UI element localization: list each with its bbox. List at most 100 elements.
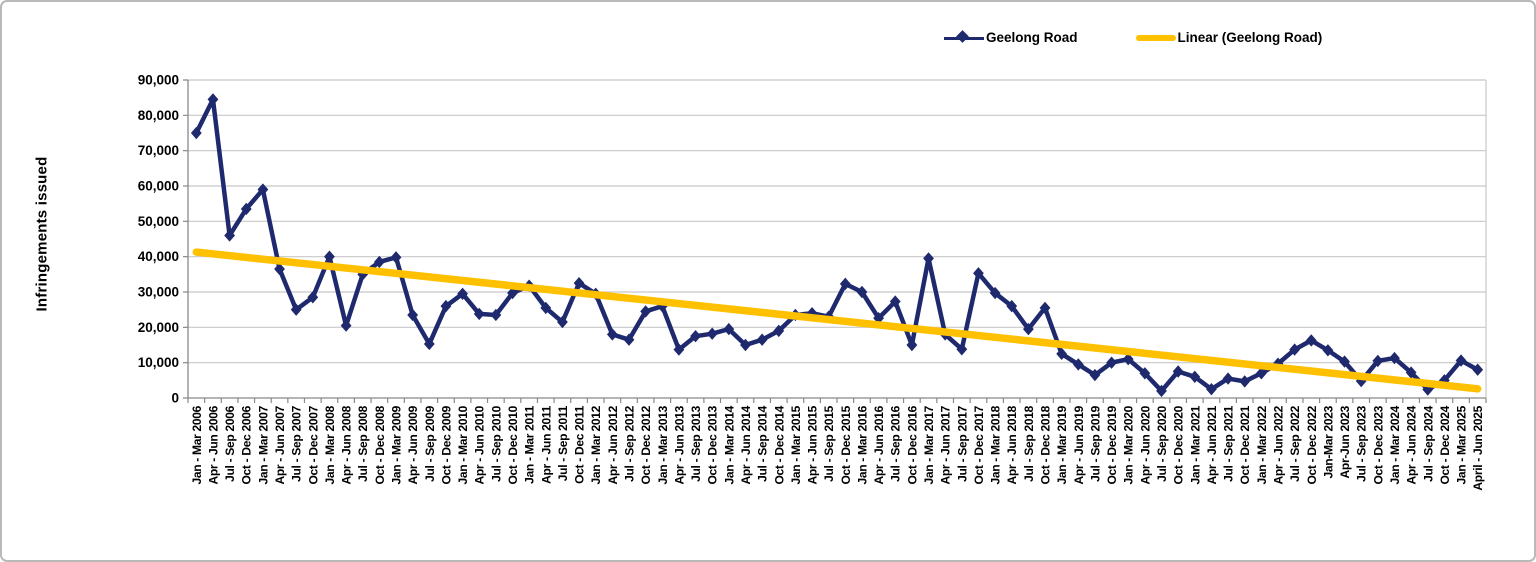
data-point-marker: [1289, 343, 1301, 356]
x-axis-label: Apr - Jun 2022: [1271, 405, 1285, 484]
data-point-marker: [340, 319, 352, 332]
legend: Geelong Road Linear (Geelong Road): [944, 29, 1323, 45]
data-point-marker: [906, 338, 918, 352]
x-axis-label: Oct - Dec 2024: [1438, 405, 1452, 484]
x-axis-label: Oct - Dec 2011: [573, 405, 587, 483]
data-point-marker: [1206, 382, 1217, 396]
x-axis-label: Oct - Dec 2017: [972, 405, 986, 484]
data-point-marker: [1089, 368, 1101, 382]
x-axis-label: Apr-Jun 2023: [1338, 405, 1352, 478]
x-axis-label: Oct - Dec 2023: [1371, 405, 1385, 484]
x-axis-label: April - Jun 2025: [1471, 405, 1485, 490]
x-axis-label: Apr - Jun 2021: [1205, 405, 1219, 484]
data-point-marker: [1372, 354, 1384, 368]
legend-label-linear-trend: Linear (Geelong Road): [1177, 30, 1323, 45]
x-axis-label: Jul - Sep 2015: [822, 405, 836, 481]
y-axis-label: 70,000: [138, 143, 179, 158]
x-axis-label: Jan - Mar 2019: [1055, 405, 1069, 484]
y-axis-label: 10,000: [138, 355, 179, 370]
data-point-marker: [723, 322, 735, 336]
x-axis-label: Jul - Sep 2024: [1421, 405, 1435, 481]
x-axis-label: Oct - Dec 2022: [1305, 405, 1319, 484]
x-axis-label: Jan - Mar 2010: [456, 405, 470, 484]
x-axis-label: Jan - Mar 2017: [922, 405, 936, 484]
data-point-marker: [756, 333, 768, 346]
trendline-swatch-icon: [1135, 31, 1176, 45]
legend-item-geelong-road: Geelong Road: [944, 29, 1078, 45]
x-axis-label: Apr - Jun 2016: [872, 405, 886, 484]
x-axis-label: Jan - Mar 2006: [190, 405, 204, 484]
x-axis-label: Oct - Dec 2013: [706, 405, 720, 484]
data-point-marker: [207, 93, 219, 106]
data-point-marker: [956, 343, 968, 356]
x-axis-label: Oct - Dec 2019: [1105, 405, 1119, 484]
data-point-marker: [889, 295, 901, 308]
data-point-marker: [740, 338, 751, 352]
x-axis-label: Jul - Sep 2020: [1155, 405, 1169, 481]
data-point-marker: [773, 324, 785, 338]
x-axis-label: Jul - Sep 2006: [223, 405, 237, 481]
x-axis-label: Apr - Jun 2013: [672, 405, 686, 484]
data-point-marker: [290, 303, 302, 316]
data-point-marker: [989, 286, 1001, 300]
data-point-marker: [1389, 351, 1400, 365]
data-point-marker: [373, 255, 385, 269]
data-point-marker: [224, 229, 236, 242]
x-axis-label: Apr - Jun 2017: [939, 405, 953, 484]
y-axis-label: 50,000: [138, 214, 179, 229]
x-axis-label: Jul - Sep 2016: [889, 405, 903, 481]
x-axis-label: Jan - Mar 2024: [1388, 405, 1402, 484]
data-point-marker: [1006, 299, 1018, 313]
data-point-marker: [473, 307, 485, 321]
x-axis-label: Oct - Dec 2006: [240, 405, 254, 484]
y-axis-label: 80,000: [138, 108, 179, 123]
data-point-marker: [390, 251, 402, 264]
x-axis-label: Jan - Mar 2021: [1188, 405, 1202, 484]
x-axis-label: Jan-Mar 2023: [1321, 405, 1335, 478]
data-point-marker: [1189, 370, 1201, 383]
data-point-marker: [1056, 347, 1068, 361]
data-point-marker: [457, 287, 468, 300]
y-axis-label: 0: [171, 391, 179, 406]
data-point-marker: [557, 315, 568, 329]
x-axis-label: Jan - Mar 2012: [589, 405, 603, 484]
x-axis-label: Apr - Jun 2009: [406, 405, 420, 484]
y-axis-label: 40,000: [138, 249, 179, 264]
data-point-marker: [640, 305, 652, 318]
data-point-marker: [324, 250, 335, 263]
x-axis-label: Oct - Dec 2015: [839, 405, 853, 484]
x-axis-label: Oct - Dec 2007: [306, 405, 320, 484]
data-point-marker: [856, 285, 868, 299]
data-point-marker: [240, 202, 252, 216]
data-point-marker: [257, 183, 269, 196]
series-line-geelong-road: [194, 97, 1480, 394]
data-point-marker: [1272, 357, 1284, 370]
x-axis-label: Apr - Jun 2019: [1072, 405, 1086, 484]
x-axis-label: Apr - Jun 2012: [606, 405, 620, 484]
x-axis-label: Oct - Dec 2012: [639, 405, 653, 484]
x-axis-label: Jan - Mar 2016: [855, 405, 869, 484]
x-axis-label: Jul - Sep 2019: [1088, 405, 1102, 481]
x-axis-label: Apr - Jun 2006: [206, 405, 220, 484]
data-point-marker: [274, 262, 285, 276]
data-point-marker: [973, 267, 984, 280]
x-axis-label: Jan - Mar 2011: [523, 405, 537, 483]
data-point-marker: [706, 327, 718, 340]
y-axis-label: 90,000: [138, 73, 179, 88]
x-axis-label: Oct - Dec 2018: [1039, 405, 1053, 484]
x-axis-label: Jul - Sep 2017: [955, 405, 969, 481]
data-point-marker: [839, 277, 851, 291]
y-axis-label: 60,000: [138, 179, 179, 194]
data-point-marker: [1106, 356, 1117, 369]
x-axis-label: Jul - Sep 2021: [1222, 405, 1236, 481]
x-axis-label: Jul - Sep 2012: [622, 405, 636, 481]
x-axis-label: Jan - Mar 2015: [789, 405, 803, 484]
y-axis-label: 30,000: [138, 285, 179, 300]
data-point-marker: [1222, 372, 1234, 385]
data-point-marker: [1039, 301, 1051, 315]
x-axis-label: Jul - Sep 2009: [423, 405, 437, 481]
y-axis-title: Infringements issued: [33, 156, 51, 312]
x-axis-label: Oct - Dec 2014: [772, 405, 786, 484]
data-point-marker: [1172, 365, 1184, 378]
data-point-marker: [1472, 363, 1484, 376]
